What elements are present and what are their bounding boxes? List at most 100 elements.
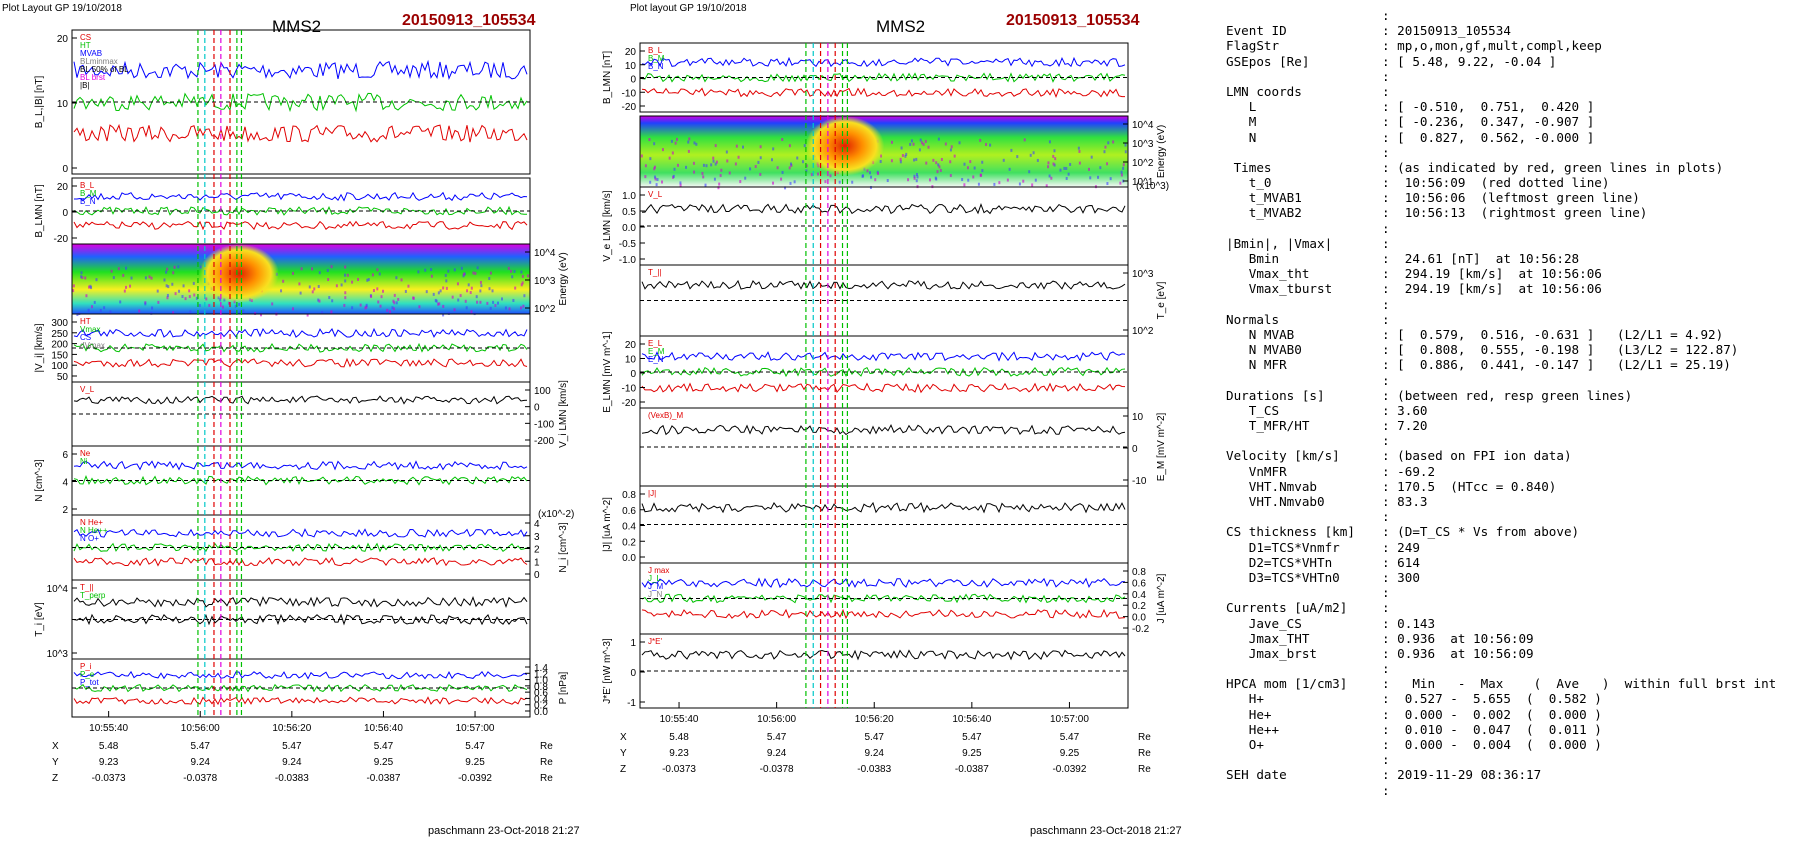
- legend-entry: P_tot: [80, 678, 99, 687]
- spectrogram-speckle: [271, 302, 274, 306]
- info-value: :: [1382, 235, 1390, 251]
- spectrogram-speckle: [967, 178, 970, 182]
- tick-label: 10: [1132, 412, 1144, 423]
- spectrogram-speckle: [1059, 168, 1062, 172]
- y-axis-label: |J| [uA m^-2]: [602, 497, 613, 552]
- spectrogram-speckle: [1112, 140, 1115, 144]
- info-value: :: [1382, 144, 1390, 160]
- info-value: : 83.3: [1382, 494, 1428, 509]
- spectrogram-speckle: [674, 141, 677, 145]
- spectrogram-speckle: [492, 300, 495, 304]
- position-value: 5.47: [282, 741, 302, 752]
- spectrogram-speckle: [918, 148, 921, 152]
- info-row: Vmax_tburst: 294.19 [km/s] at 10:56:06: [1226, 281, 1776, 296]
- spectrogram-speckle: [793, 180, 796, 184]
- position-value: 5.47: [865, 732, 885, 743]
- y-axis-label: |V_i| [km/s]: [34, 323, 45, 372]
- info-key: t_MVAB2: [1226, 205, 1302, 221]
- tick-label: 1: [534, 557, 540, 568]
- info-row: He++: 0.010 - 0.047 ( 0.011 ): [1226, 722, 1776, 737]
- tick-label: 1: [630, 638, 636, 649]
- tick-label: 0.8: [534, 682, 548, 693]
- spectrogram-speckle: [719, 174, 722, 178]
- legend-entry: BL 50% of BL: [80, 65, 129, 74]
- tick-label: -0.2: [1132, 624, 1150, 635]
- spectrogram-speckle: [475, 295, 478, 299]
- info-key: M: [1226, 114, 1257, 130]
- tick-label: 100: [534, 386, 551, 397]
- info-row: SEH date: 2019-11-29 08:36:17: [1226, 767, 1776, 782]
- spectrogram-speckle: [470, 286, 473, 290]
- spectrogram-speckle: [757, 160, 760, 164]
- spectrogram-speckle: [759, 172, 762, 176]
- spectrogram-speckle: [238, 302, 241, 306]
- info-value: : [ 0.808, 0.555, -0.198 ] (L3/L2 = 122.…: [1382, 342, 1739, 358]
- spectrogram-speckle: [521, 274, 524, 278]
- info-value: : 2019-11-29 08:36:17: [1382, 767, 1542, 783]
- spectrogram-speckle: [1036, 158, 1039, 162]
- spectrogram-speckle: [479, 289, 482, 293]
- time-tick-label: 10:56:20: [272, 723, 311, 734]
- spectrogram-speckle: [980, 173, 983, 177]
- info-row: Durations [s]: (between red, resp green …: [1226, 388, 1776, 403]
- footer-label: paschmann 23-Oct-2018 21:27: [428, 825, 580, 837]
- y-axis-label: N [cm^-3]: [34, 459, 45, 502]
- series-line: [73, 683, 528, 693]
- info-row: :: [1226, 783, 1776, 798]
- spectrogram-speckle: [395, 276, 398, 280]
- spectrogram-speckle: [306, 313, 309, 317]
- tick-label: 10^4: [1132, 120, 1154, 131]
- spectrogram-speckle: [464, 299, 467, 303]
- spectrogram-speckle: [851, 180, 854, 184]
- spectrogram-speckle: [1099, 166, 1102, 170]
- spectrogram-speckle: [725, 150, 728, 154]
- spectrogram-speckle: [1107, 141, 1110, 145]
- position-value: -0.0383: [857, 764, 891, 775]
- legend-entry: T_perp: [80, 591, 106, 600]
- position-value: 9.25: [374, 757, 394, 768]
- spectrogram-speckle: [382, 289, 385, 293]
- spectrogram-speckle: [523, 294, 526, 298]
- spectrogram-speckle: [702, 163, 705, 167]
- spectrogram-speckle: [919, 138, 922, 142]
- spectrogram-speckle: [467, 283, 470, 287]
- spectrogram-speckle: [346, 273, 349, 277]
- tick-label: 0: [1132, 444, 1138, 455]
- tick-label: 1.2: [534, 669, 548, 680]
- spectrogram-speckle: [801, 160, 804, 164]
- spectrogram-speckle: [292, 307, 295, 311]
- spectrogram-speckle: [715, 160, 718, 164]
- info-key: N MFR: [1226, 357, 1287, 373]
- spectrogram-speckle: [671, 151, 674, 155]
- info-value: : 3.60: [1382, 402, 1428, 418]
- tick-label: 0: [62, 208, 68, 219]
- spectrogram-speckle: [649, 180, 652, 184]
- info-key: VHT.Nmvab0: [1226, 494, 1325, 509]
- spectrogram-speckle: [938, 165, 941, 169]
- spectrogram-speckle: [188, 295, 191, 299]
- spectrogram-speckle: [993, 182, 996, 186]
- spectrogram-speckle: [1104, 145, 1107, 149]
- tick-label: 0.4: [622, 522, 636, 533]
- spectrogram-speckle: [913, 174, 916, 178]
- series-line: [73, 460, 528, 471]
- spectrogram-speckle: [331, 299, 334, 303]
- spectrogram-speckle: [321, 311, 324, 315]
- legend-entry: J_M: [648, 582, 663, 591]
- spectrogram-speckle: [311, 290, 314, 294]
- info-key: He+: [1226, 706, 1272, 722]
- spectrogram-speckle: [366, 278, 369, 282]
- y-axis-label-right: Energy (eV): [1156, 125, 1167, 178]
- spectrogram-speckle: [1106, 162, 1109, 166]
- spectrogram-speckle: [687, 149, 690, 153]
- spectrogram-speckle: [123, 289, 126, 293]
- series-line: [641, 279, 1126, 290]
- spectrogram-speckle: [866, 169, 869, 173]
- spectrogram-speckle: [744, 176, 747, 180]
- spectrogram-speckle: [772, 181, 775, 185]
- spectrogram-speckle: [879, 160, 882, 164]
- tick-label: 50: [57, 372, 69, 383]
- position-value: -0.0373: [92, 773, 126, 784]
- spectrogram-speckle: [512, 298, 515, 302]
- spectrogram-speckle: [80, 271, 83, 275]
